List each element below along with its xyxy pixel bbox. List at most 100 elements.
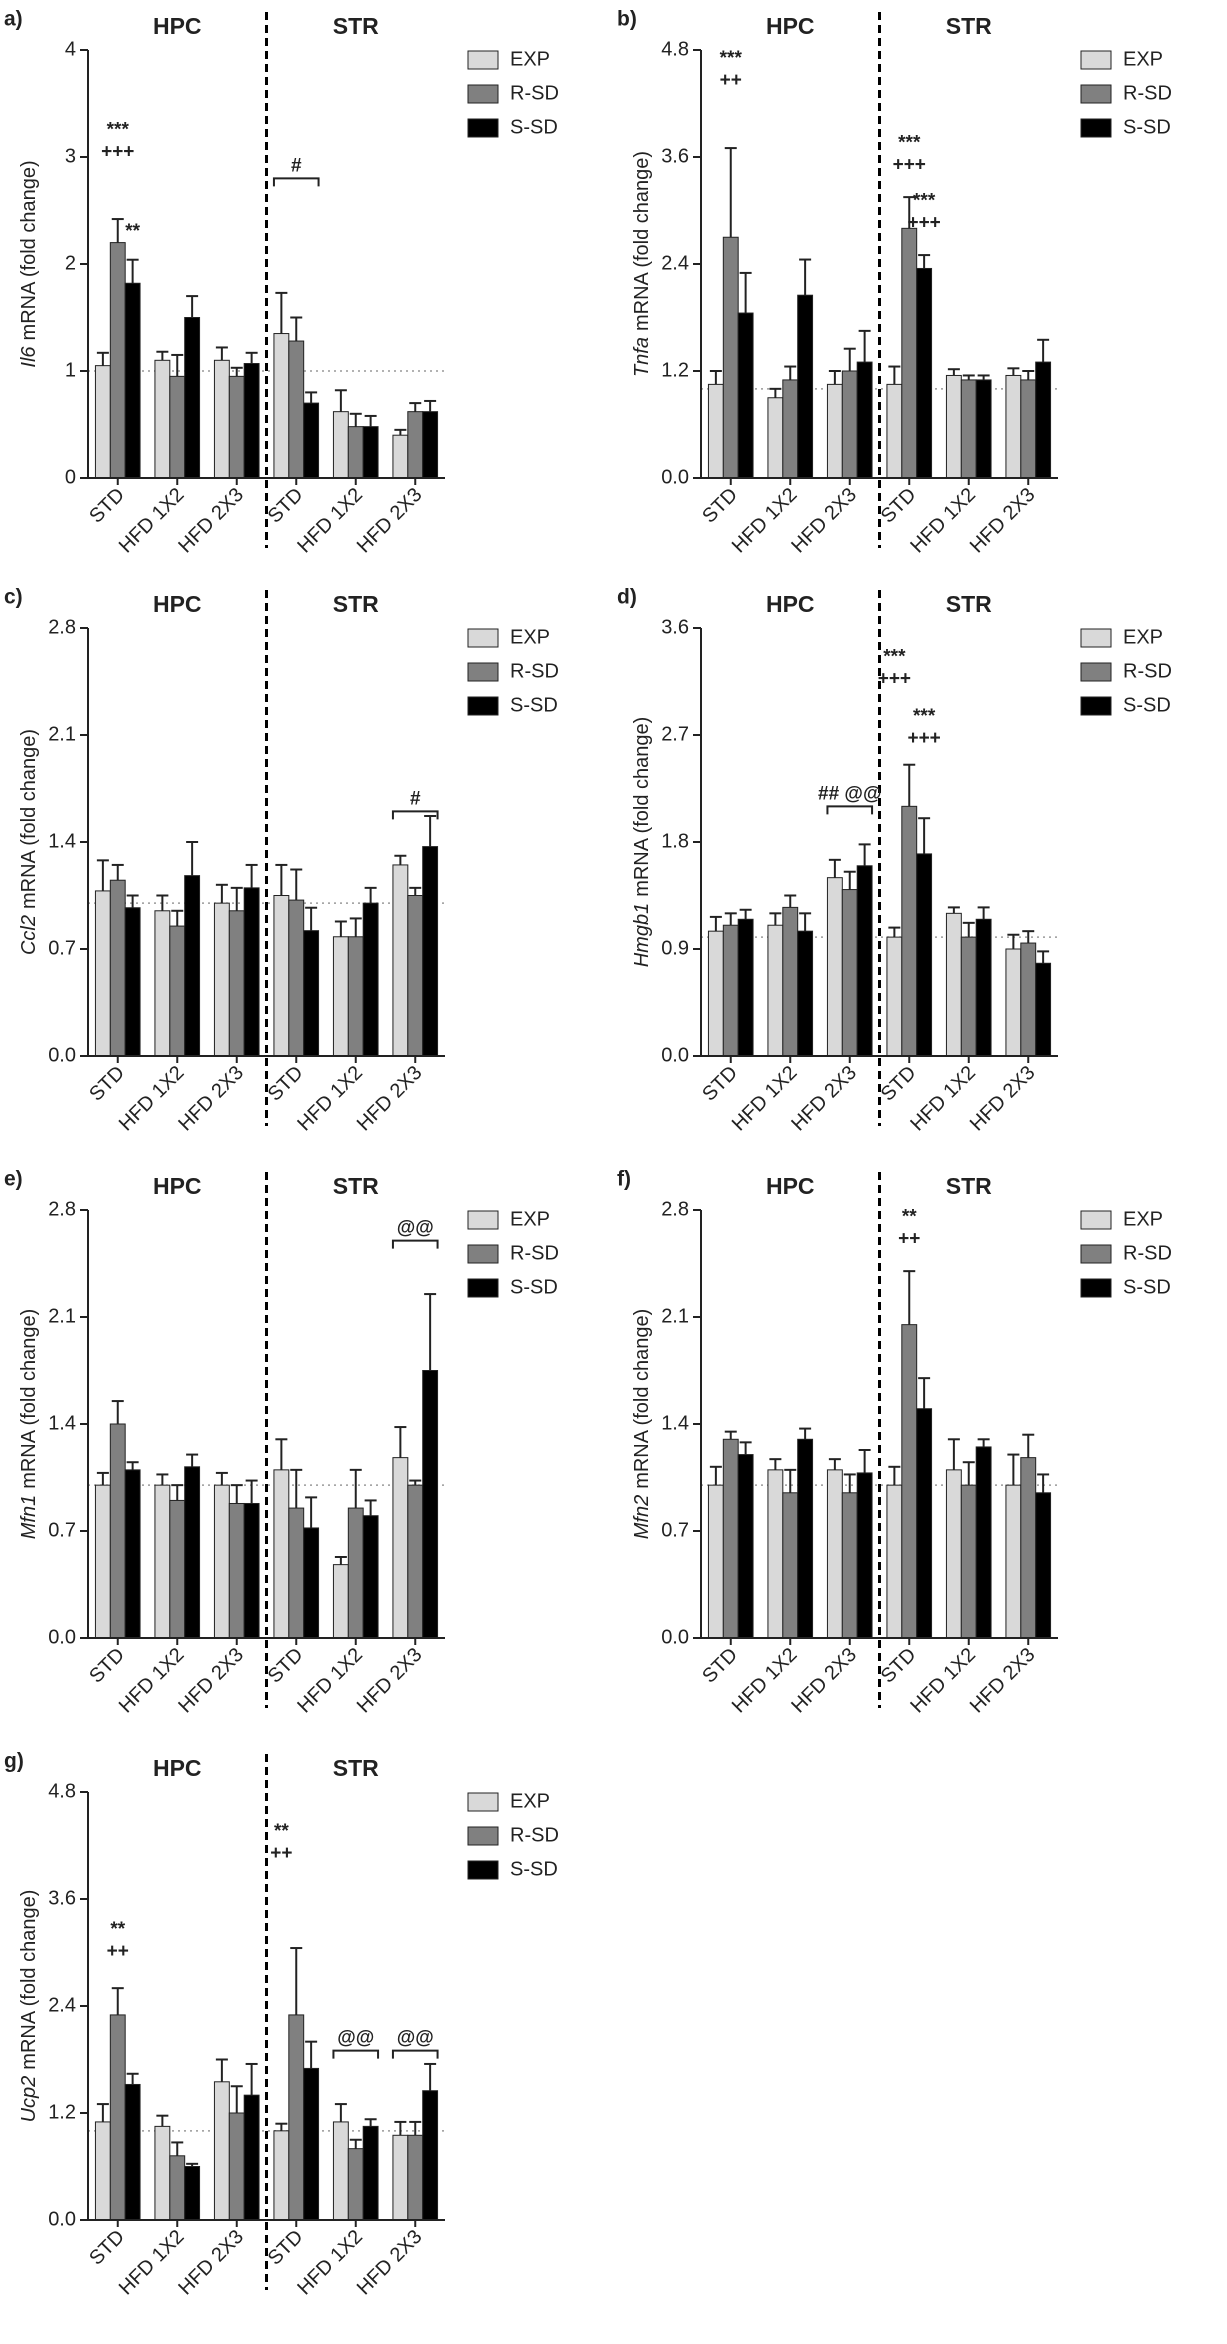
y-tick-label: 1.4 bbox=[48, 830, 76, 852]
bar bbox=[960, 936, 977, 1057]
y-tick-label: 0.0 bbox=[661, 1626, 689, 1648]
bar bbox=[94, 2121, 111, 2221]
y-tick-label: 2.1 bbox=[48, 1305, 76, 1327]
legend-swatch bbox=[1080, 1210, 1112, 1230]
bar bbox=[169, 1499, 186, 1639]
bar bbox=[184, 317, 201, 479]
bar bbox=[856, 865, 873, 1057]
bracket bbox=[272, 177, 320, 187]
bar bbox=[213, 902, 230, 1057]
x-tick-label: HFD 2X3 bbox=[174, 1062, 248, 1136]
legend-label: R-SD bbox=[510, 660, 559, 682]
y-tick-label: 2.4 bbox=[661, 252, 689, 274]
y-tick-label: 0.7 bbox=[661, 1519, 689, 1541]
x-tick-label: STD bbox=[877, 484, 921, 528]
bar bbox=[303, 2067, 320, 2221]
legend-swatch bbox=[1080, 84, 1112, 104]
x-tick-label: STD bbox=[698, 484, 742, 528]
bar bbox=[782, 1492, 799, 1639]
legend-swatch bbox=[467, 628, 499, 648]
x-tick-label: STD bbox=[264, 1644, 308, 1688]
bar bbox=[184, 875, 201, 1057]
bar bbox=[392, 864, 409, 1057]
bar bbox=[243, 1502, 260, 1639]
x-tick-label: STD bbox=[264, 484, 308, 528]
legend-label: R-SD bbox=[510, 1242, 559, 1264]
x-tick-label: STD bbox=[698, 1062, 742, 1106]
bar bbox=[767, 924, 784, 1057]
bar bbox=[213, 359, 230, 479]
bar bbox=[124, 2083, 141, 2221]
x-tick-label: HFD 2X3 bbox=[787, 484, 861, 558]
y-tick-label: 0 bbox=[65, 466, 76, 488]
bar bbox=[347, 936, 364, 1057]
annotation: +++ bbox=[101, 141, 134, 162]
bar bbox=[184, 2166, 201, 2221]
annotation: ** bbox=[110, 1919, 125, 1940]
bar bbox=[273, 333, 290, 479]
bar bbox=[109, 1423, 126, 1639]
legend-label: S-SD bbox=[510, 694, 558, 716]
legend-swatch bbox=[467, 662, 499, 682]
bar bbox=[767, 1469, 784, 1639]
bar bbox=[422, 846, 439, 1057]
bar bbox=[1005, 948, 1022, 1057]
bar bbox=[1020, 1457, 1037, 1639]
y-axis-label-text: mRNA (fold change) bbox=[18, 160, 40, 340]
bar bbox=[362, 1515, 379, 1639]
x-tick-label: STD bbox=[85, 1644, 129, 1688]
y-axis-label-text: mRNA (fold change) bbox=[631, 1309, 653, 1489]
legend-swatch bbox=[467, 1792, 499, 1812]
y-axis-label-gene: Mfn1 bbox=[18, 1495, 40, 1539]
bar bbox=[273, 2130, 290, 2221]
x-tick-label: STD bbox=[264, 2226, 308, 2270]
bar bbox=[826, 383, 843, 479]
y-axis-label: Hmgb1 mRNA (fold change) bbox=[631, 717, 653, 968]
y-tick-label: 4 bbox=[65, 38, 76, 60]
bracket-label: # bbox=[410, 788, 421, 809]
y-axis-label: Il6 mRNA (fold change) bbox=[18, 160, 40, 367]
bar bbox=[422, 2090, 439, 2221]
legend-swatch bbox=[467, 1860, 499, 1880]
bar bbox=[1005, 374, 1022, 479]
x-tick-label: HFD 2X3 bbox=[966, 1062, 1040, 1136]
bar bbox=[737, 1454, 754, 1639]
bar bbox=[154, 2125, 171, 2221]
y-tick-label: 2.4 bbox=[48, 1994, 76, 2016]
bar bbox=[228, 375, 245, 479]
bar bbox=[169, 925, 186, 1057]
bar bbox=[707, 1484, 724, 1639]
bar bbox=[332, 2121, 349, 2221]
legend-swatch bbox=[467, 50, 499, 70]
bar bbox=[362, 902, 379, 1057]
y-axis-label: Mfn1 mRNA (fold change) bbox=[18, 1309, 40, 1540]
bar bbox=[901, 1324, 918, 1639]
panel-label: c) bbox=[4, 586, 23, 609]
legend-swatch bbox=[467, 1210, 499, 1230]
bar bbox=[1020, 942, 1037, 1057]
bar bbox=[288, 899, 305, 1057]
bar bbox=[826, 1469, 843, 1639]
bracket bbox=[332, 2049, 380, 2059]
bar bbox=[841, 889, 858, 1057]
bar bbox=[797, 1438, 814, 1639]
y-axis-label-text: mRNA (fold change) bbox=[631, 717, 653, 897]
bar bbox=[273, 1469, 290, 1639]
legend-swatch bbox=[467, 1826, 499, 1846]
y-axis-label: Tnfa mRNA (fold change) bbox=[631, 151, 653, 377]
region-label: STR bbox=[333, 591, 379, 617]
bar bbox=[243, 887, 260, 1057]
annotation: ++ bbox=[898, 1229, 920, 1250]
bar bbox=[916, 1408, 933, 1639]
bar bbox=[707, 930, 724, 1057]
bar bbox=[347, 1507, 364, 1639]
bar bbox=[901, 227, 918, 479]
bar bbox=[213, 1484, 230, 1639]
bar bbox=[841, 1492, 858, 1639]
annotation: ++ bbox=[107, 1941, 129, 1962]
bar bbox=[1035, 1492, 1052, 1639]
legend-swatch bbox=[467, 118, 499, 138]
bracket bbox=[391, 810, 439, 820]
bar bbox=[347, 2148, 364, 2221]
bracket bbox=[391, 1239, 439, 1249]
